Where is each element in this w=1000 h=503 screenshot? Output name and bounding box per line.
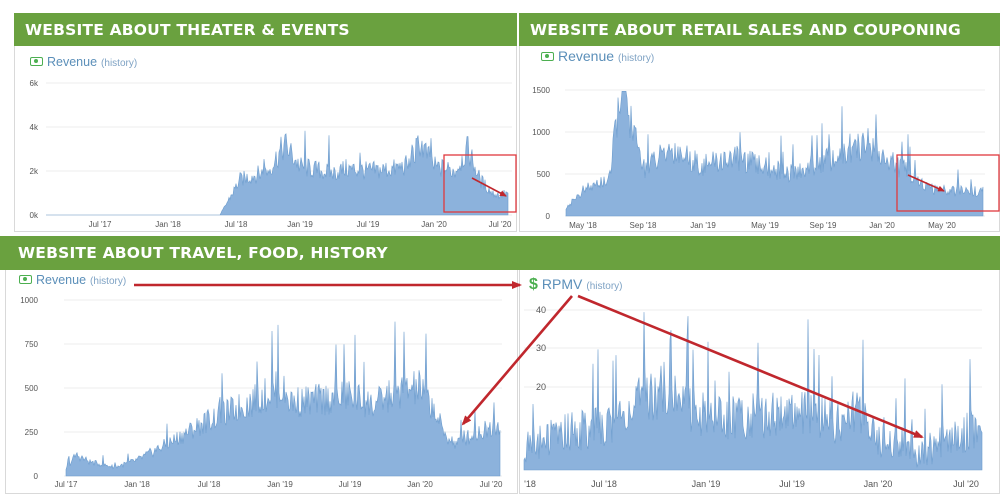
- heading-travel-text: WEBSITE ABOUT TRAVEL, FOOD, HISTORY: [18, 244, 388, 262]
- x-tick-label: Jul '18: [225, 220, 248, 229]
- x-tick-label: Jan '20: [407, 480, 433, 489]
- x-tick-label: '18: [524, 479, 536, 489]
- y-tick-label: 750: [25, 340, 39, 349]
- x-tick-label: Jul '18: [591, 479, 617, 489]
- x-tick-label: Jan '20: [864, 479, 893, 489]
- x-tick-label: Jan '20: [869, 221, 895, 230]
- x-tick-label: Jul '17: [55, 480, 78, 489]
- metric-travel-history-link[interactable]: (history): [90, 276, 127, 287]
- y-tick-label: 500: [537, 170, 551, 179]
- x-tick-label: Jan '19: [690, 221, 716, 230]
- money-icon: [541, 52, 554, 61]
- x-tick-label: Jul '20: [953, 479, 979, 489]
- y-tick-label: 30: [536, 343, 546, 353]
- x-tick-label: Jul '20: [489, 220, 512, 229]
- x-tick-label: Jul '20: [480, 480, 503, 489]
- x-tick-label: Jul '19: [779, 479, 805, 489]
- heading-retail-text: WEBSITE ABOUT RETAIL SALES AND COUPONING: [530, 20, 961, 39]
- heading-theater-text: WEBSITE ABOUT THEATER & EVENTS: [25, 20, 350, 39]
- series-area: [523, 312, 983, 471]
- metric-travel[interactable]: Revenue (history): [19, 273, 126, 287]
- y-tick-label: 1000: [20, 296, 38, 305]
- x-tick-label: May '19: [751, 221, 779, 230]
- metric-theater-label: Revenue: [47, 55, 98, 69]
- y-tick-label: 1000: [532, 128, 550, 137]
- metric-theater[interactable]: Revenue (history): [30, 55, 137, 69]
- heading-theater: WEBSITE ABOUT THEATER & EVENTS: [14, 13, 517, 46]
- metric-rpmv[interactable]: $ RPMV (history): [529, 276, 622, 294]
- money-icon: [19, 275, 32, 284]
- y-tick-label: 250: [25, 428, 39, 437]
- heading-travel: WEBSITE ABOUT TRAVEL, FOOD, HISTORY: [0, 236, 1000, 270]
- y-tick-label: 40: [536, 305, 546, 315]
- x-tick-label: Jul '19: [339, 480, 362, 489]
- x-tick-label: Sep '18: [630, 221, 657, 230]
- metric-rpmv-history-link[interactable]: (history): [586, 281, 623, 292]
- metric-rpmv-label: RPMV: [541, 276, 583, 292]
- y-tick-label: 4k: [30, 123, 39, 132]
- series-area: [46, 130, 509, 216]
- y-tick-label: 0: [546, 212, 551, 221]
- series-area: [65, 321, 501, 477]
- y-tick-label: 1500: [532, 86, 550, 95]
- metric-travel-label: Revenue: [36, 273, 87, 287]
- y-tick-label: 500: [25, 384, 39, 393]
- y-tick-label: 6k: [30, 79, 39, 88]
- y-tick-label: 20: [536, 382, 546, 392]
- metric-retail-label: Revenue: [558, 48, 615, 64]
- x-tick-label: Jul '17: [89, 220, 112, 229]
- x-tick-label: Jan '19: [267, 480, 293, 489]
- x-tick-label: Jan '18: [124, 480, 150, 489]
- metric-theater-history-link[interactable]: (history): [101, 58, 138, 69]
- heading-retail: WEBSITE ABOUT RETAIL SALES AND COUPONING: [519, 13, 1000, 46]
- money-icon: [30, 57, 43, 66]
- x-tick-label: May '20: [928, 221, 956, 230]
- x-tick-label: Jul '18: [198, 480, 221, 489]
- dollar-icon: $: [529, 276, 538, 293]
- x-tick-label: Jan '20: [421, 220, 447, 229]
- x-tick-label: May '18: [569, 221, 597, 230]
- y-tick-label: 0: [34, 472, 39, 481]
- x-tick-label: Sep '19: [810, 221, 837, 230]
- y-tick-label: 0k: [30, 211, 39, 220]
- x-tick-label: Jan '18: [155, 220, 181, 229]
- metric-retail[interactable]: Revenue (history): [541, 48, 654, 64]
- x-tick-label: Jan '19: [692, 479, 721, 489]
- x-tick-label: Jul '19: [357, 220, 380, 229]
- metric-retail-history-link[interactable]: (history): [618, 53, 655, 64]
- y-tick-label: 2k: [30, 167, 39, 176]
- x-tick-label: Jan '19: [287, 220, 313, 229]
